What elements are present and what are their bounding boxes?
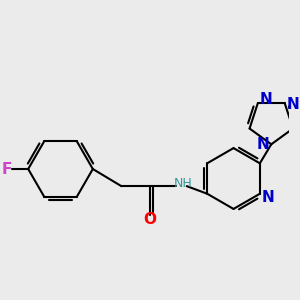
Text: F: F: [2, 161, 13, 176]
Text: N: N: [262, 190, 274, 205]
Text: NH: NH: [174, 177, 192, 190]
Text: N: N: [287, 98, 299, 112]
Text: N: N: [260, 92, 273, 107]
Text: N: N: [256, 137, 269, 152]
Text: O: O: [143, 212, 156, 227]
